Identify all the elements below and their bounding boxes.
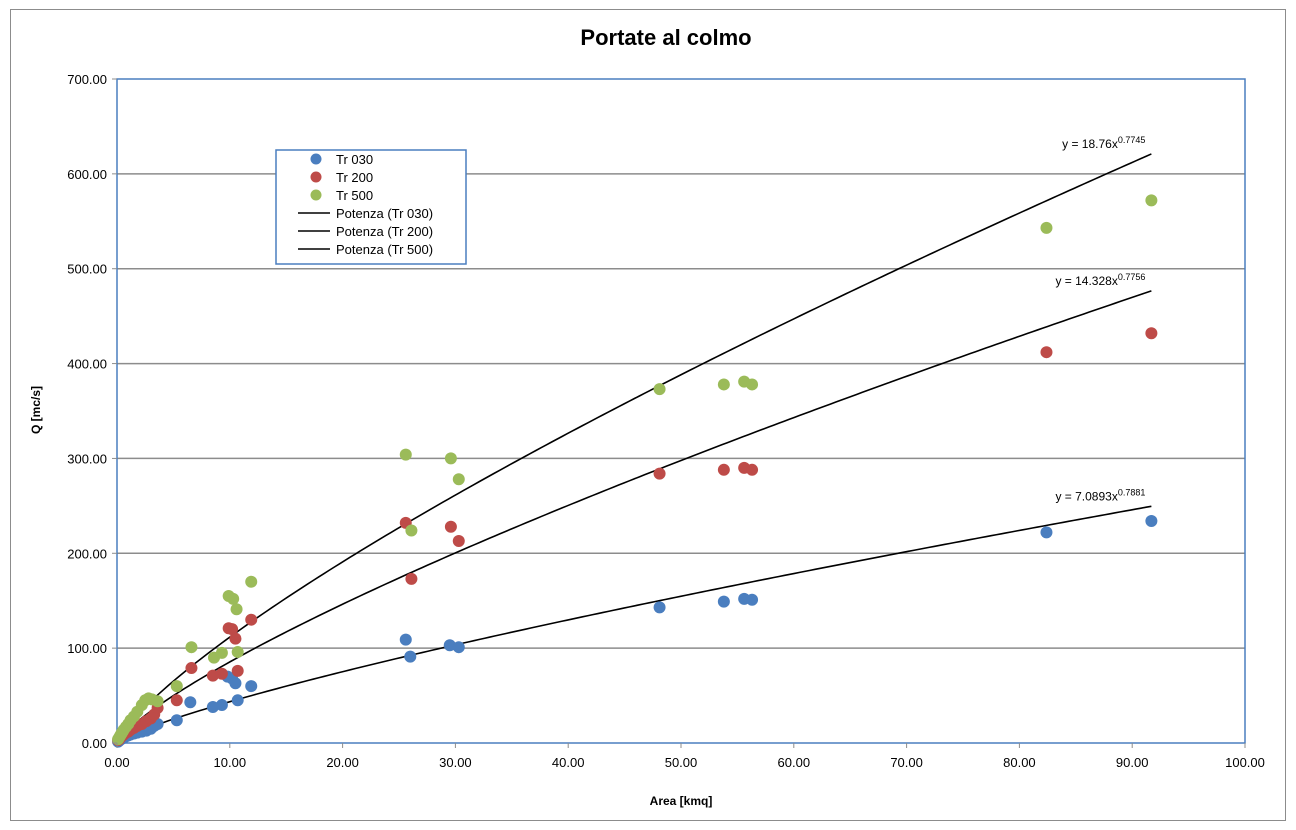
- trendline: [116, 153, 1152, 744]
- legend-label: Potenza (Tr 500): [336, 242, 433, 257]
- data-point: [452, 534, 465, 547]
- data-point: [230, 603, 243, 616]
- data-point: [399, 633, 412, 646]
- data-point: [226, 623, 239, 636]
- data-points: [112, 194, 1158, 748]
- data-point: [444, 452, 457, 465]
- data-point: [184, 696, 197, 709]
- trendline-equation: y = 14.328x0.7756: [1055, 272, 1145, 288]
- data-point: [206, 669, 219, 682]
- data-point: [452, 473, 465, 486]
- data-point: [215, 646, 228, 659]
- data-point: [1040, 526, 1053, 539]
- legend-label: Potenza (Tr 200): [336, 224, 433, 239]
- x-tick-label: 20.00: [326, 755, 359, 770]
- trendline-equation: y = 7.0893x0.7881: [1055, 487, 1145, 503]
- x-tick-label: 70.00: [890, 755, 923, 770]
- legend-label: Tr 030: [336, 152, 373, 167]
- grid: [117, 173, 1245, 649]
- x-tick-label: 50.00: [665, 755, 698, 770]
- y-tick-label: 600.00: [67, 167, 107, 182]
- trendline-equations: y = 7.0893x0.7881 y = 14.328x0.7756 y = 18…: [1055, 135, 1145, 503]
- legend-label: Tr 200: [336, 170, 373, 185]
- legend-marker: [310, 189, 322, 201]
- data-point: [399, 448, 412, 461]
- data-point: [1145, 194, 1158, 207]
- y-tick-label: 700.00: [67, 72, 107, 87]
- data-point: [452, 641, 465, 654]
- data-point: [151, 695, 164, 708]
- legend-label: Tr 500: [336, 188, 373, 203]
- y-tick-label: 200.00: [67, 546, 107, 561]
- legend-marker: [310, 171, 322, 183]
- data-point: [231, 664, 244, 677]
- trendline: [116, 290, 1152, 744]
- data-point: [245, 575, 258, 588]
- y-axis-label: Q [mc/s]: [29, 386, 43, 434]
- data-point: [653, 601, 666, 614]
- data-point: [185, 641, 198, 654]
- trendline-equation: y = 18.76x0.7745: [1062, 135, 1145, 151]
- x-axis-label: Area [kmq]: [650, 794, 713, 808]
- data-point: [746, 378, 759, 391]
- data-point: [746, 463, 759, 476]
- data-point: [245, 680, 258, 693]
- axis-ticks: 0.00 100.00 200.00 300.00 400.00 500.00 600.00…: [67, 72, 1265, 770]
- data-point: [185, 662, 198, 675]
- data-point: [717, 378, 730, 391]
- data-point: [231, 694, 244, 707]
- chart-area: [10, 9, 1286, 821]
- x-tick-label: 40.00: [552, 755, 585, 770]
- data-point: [1040, 221, 1053, 234]
- x-tick-label: 0.00: [104, 755, 129, 770]
- x-tick-label: 100.00: [1225, 755, 1265, 770]
- x-tick-label: 60.00: [778, 755, 811, 770]
- data-point: [1040, 346, 1053, 359]
- y-tick-label: 500.00: [67, 262, 107, 277]
- trendline: [116, 505, 1152, 744]
- data-point: [717, 463, 730, 476]
- data-point: [206, 700, 219, 713]
- data-point: [405, 524, 418, 537]
- data-point: [1145, 327, 1158, 340]
- legend-marker: [310, 153, 322, 165]
- data-point: [653, 383, 666, 396]
- y-tick-label: 0.00: [82, 736, 107, 751]
- chart-title: Portate al colmo: [580, 25, 751, 50]
- data-point: [170, 694, 183, 707]
- trendlines: [116, 153, 1152, 744]
- data-point: [170, 680, 183, 693]
- data-point: [653, 467, 666, 480]
- x-tick-label: 90.00: [1116, 755, 1149, 770]
- data-point: [405, 572, 418, 585]
- x-tick-label: 10.00: [214, 755, 247, 770]
- data-point: [746, 593, 759, 606]
- data-point: [215, 667, 228, 680]
- data-point: [215, 699, 228, 712]
- x-tick-label: 30.00: [439, 755, 472, 770]
- legend-box: [275, 149, 467, 265]
- legend: Tr 030 Tr 200 Tr 500 Potenza (Tr 030) Potenz…: [275, 149, 467, 265]
- data-point: [245, 613, 258, 626]
- data-point: [231, 645, 244, 658]
- legend-label: Potenza (Tr 030): [336, 206, 433, 221]
- data-point: [229, 677, 242, 690]
- data-point: [443, 639, 456, 652]
- y-tick-label: 300.00: [67, 451, 107, 466]
- data-point: [404, 650, 417, 663]
- data-point: [444, 520, 457, 533]
- data-point: [1145, 515, 1158, 528]
- data-point: [229, 632, 242, 645]
- x-tick-label: 80.00: [1003, 755, 1036, 770]
- y-tick-label: 100.00: [67, 641, 107, 656]
- data-point: [227, 592, 240, 605]
- data-point: [170, 714, 183, 727]
- data-point: [717, 595, 730, 608]
- y-tick-label: 400.00: [67, 357, 107, 372]
